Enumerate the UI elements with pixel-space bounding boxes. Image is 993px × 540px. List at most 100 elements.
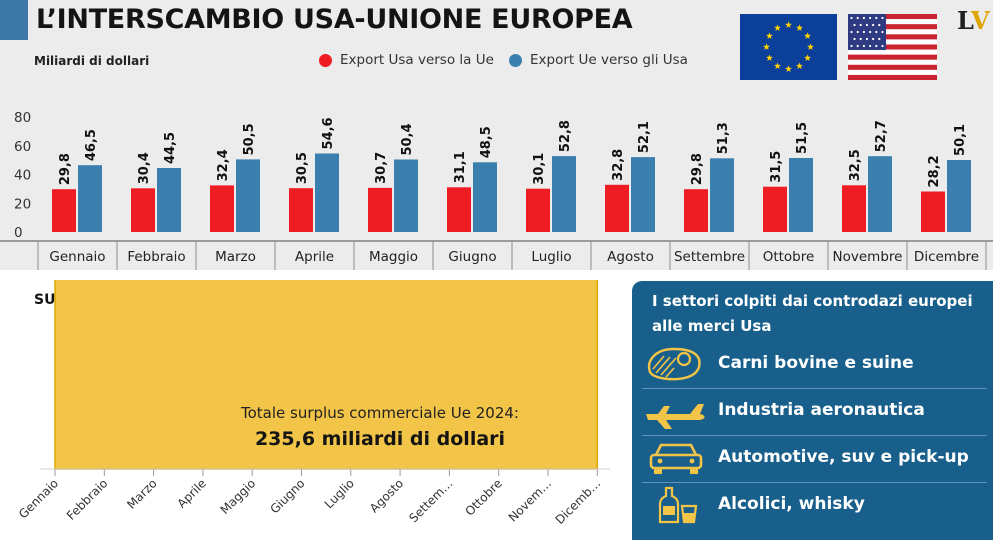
affected-sectors-panel: I settori colpiti dai controdazi europei… (632, 281, 993, 540)
us-stripe (848, 19, 937, 25)
panel-title: I settori colpiti dai controdazi europei… (652, 292, 973, 335)
bar-ue (631, 157, 655, 232)
bar-value-label-usa: 32,8 (611, 149, 626, 181)
bar-usa (131, 188, 155, 232)
x-tick-label: Dicemb… (553, 476, 604, 527)
x-tick-label: Ottobre (462, 476, 504, 518)
x-tick-label: Novembre (833, 249, 903, 265)
us-star-icon (862, 30, 865, 34)
x-tick-label: Settem… (406, 476, 455, 525)
bar-ue (78, 165, 102, 232)
bar-ue (394, 159, 418, 232)
bar-usa (763, 186, 787, 232)
total-surplus-value: 235,6 miliardi di dollari (254, 428, 506, 450)
bar-value-label-usa: 32,5 (848, 149, 863, 181)
bar-value-label-usa: 30,4 (137, 152, 152, 184)
unit-subtitle: Miliardi di dollari (34, 54, 150, 68)
y-tick-label: 0 (14, 225, 23, 241)
bar-ue (315, 153, 339, 232)
legend-label-usa: Export Usa verso la Ue (340, 52, 494, 68)
y-tick-label: 20 (14, 196, 31, 212)
us-star-icon (856, 30, 859, 34)
bar-ue (157, 168, 181, 232)
us-star-icon (856, 44, 859, 48)
x-tick-label: Maggio (369, 249, 418, 265)
bar-ue (789, 158, 813, 232)
eu-star-icon (785, 21, 792, 28)
bar-value-label-usa: 30,1 (532, 153, 547, 185)
eu-star-icon (807, 43, 814, 50)
x-tick-label: Ottobre (763, 249, 815, 265)
y-tick-label: 80 (14, 110, 31, 126)
us-star-icon (853, 23, 856, 27)
legend-swatch-ue (509, 53, 522, 67)
car-icon (649, 443, 703, 474)
us-star-icon (865, 23, 868, 27)
bar-value-label-usa: 29,8 (58, 153, 73, 185)
bar-ue (552, 156, 576, 232)
bar-value-label-ue: 46,5 (84, 129, 99, 161)
bar-usa (289, 188, 313, 232)
us-star-icon (859, 23, 862, 27)
x-tick-label: Agosto (607, 249, 654, 265)
monthly-trade-bar-chart: 0 20 40 60 80 29,8 46,5 Gennaio 30,4 44,5 Febbraio… (0, 110, 993, 270)
title-accent-tab (0, 0, 28, 40)
us-stripe (848, 49, 937, 55)
us-star-icon (869, 16, 872, 20)
x-tick-label: Giugno (448, 249, 496, 265)
eu-star-icon (766, 54, 773, 61)
sector-item-spirits: Alcolici, whisky (632, 482, 993, 529)
x-tick-label: Gennaio (16, 476, 61, 521)
bar-usa (921, 191, 945, 232)
us-star-icon (878, 23, 881, 27)
us-stripe (848, 59, 937, 66)
us-star-icon (850, 16, 853, 20)
bar-value-label-usa: 30,7 (374, 152, 389, 184)
bar-ue (473, 162, 497, 232)
x-tick-label: Febbraio (64, 476, 111, 523)
x-tick-label: Gennaio (49, 249, 105, 265)
us-star-icon (853, 37, 856, 41)
bar-value-label-ue: 50,1 (953, 124, 968, 156)
us-stripe (848, 24, 937, 30)
bar-value-label-ue: 50,4 (400, 123, 415, 155)
us-stripe (848, 54, 937, 60)
usa-flag-icon (848, 14, 937, 80)
bar-ue (710, 158, 734, 232)
bar-usa (52, 189, 76, 232)
eu-star-icon (766, 32, 773, 39)
divider (642, 388, 987, 389)
bar-ue (868, 156, 892, 232)
eu-star-icon (785, 65, 792, 72)
bar-value-label-ue: 44,5 (163, 132, 178, 164)
bar-value-label-ue: 54,6 (321, 117, 336, 149)
sector-label-aerospace: Industria aeronautica (718, 400, 925, 420)
bar-ue (236, 159, 260, 232)
us-star-icon (872, 23, 875, 27)
sector-item-automotive: Automotive, suv e pick-up (632, 435, 993, 482)
us-star-icon (881, 16, 884, 20)
bar-ue (947, 160, 971, 232)
sector-label-automotive: Automotive, suv e pick-up (718, 447, 969, 467)
sector-item-aerospace: Industria aeronautica (632, 388, 993, 435)
bar-usa (210, 185, 234, 232)
total-surplus-label: Totale surplus commerciale Ue 2024: (241, 404, 519, 422)
us-star-icon (865, 37, 868, 41)
eu-star-icon (796, 24, 803, 31)
eu-flag-icon (740, 14, 837, 80)
sector-item-meat: Carni bovine e suine (632, 341, 993, 388)
sector-label-meat: Carni bovine e suine (718, 353, 914, 373)
newspaper-logo: LV (957, 6, 990, 35)
sector-label-spirits: Alcolici, whisky (718, 494, 865, 514)
eu-star-icon (774, 24, 781, 31)
us-star-icon (881, 30, 884, 34)
us-star-icon (881, 44, 884, 48)
x-tick-label: Marzo (124, 476, 160, 512)
x-tick-label: Febbraio (127, 249, 185, 265)
bar-usa (605, 184, 629, 232)
x-tick-label: Luglio (531, 249, 571, 265)
bar-usa (684, 189, 708, 232)
x-tick-label: Maggio (218, 476, 259, 517)
bar-usa (447, 187, 471, 232)
eu-star-icon (804, 32, 811, 39)
